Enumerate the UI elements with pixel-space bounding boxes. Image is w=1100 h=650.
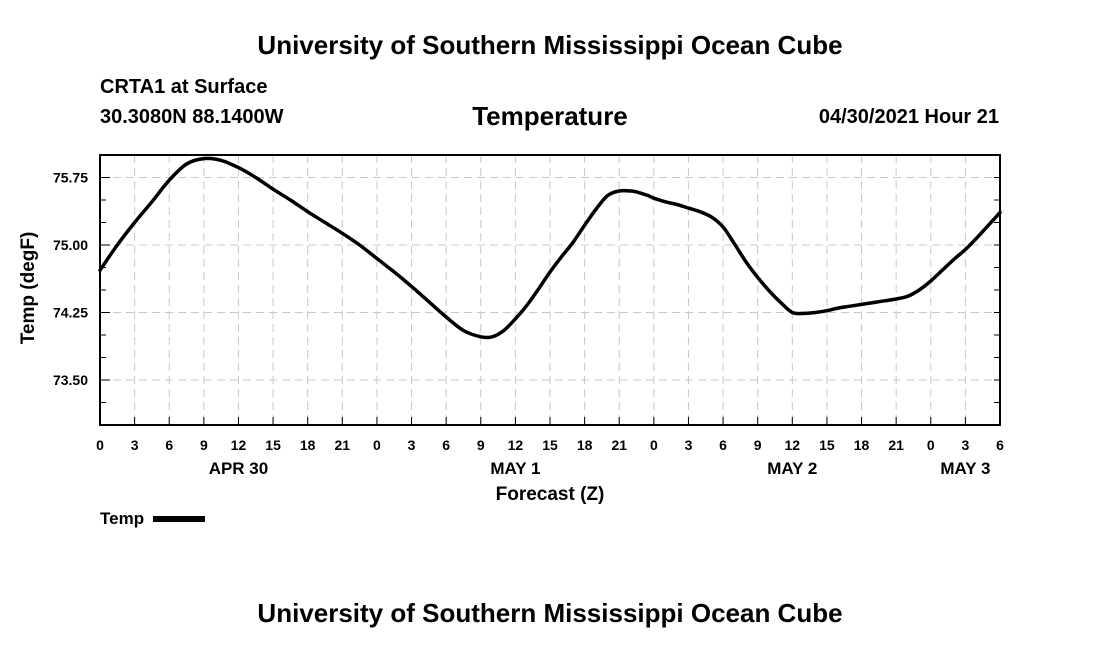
x-tick-label: 3	[131, 437, 139, 453]
y-tick-label: 74.25	[53, 305, 88, 321]
x-tick-label: 0	[96, 437, 104, 453]
x-tick-label: 6	[165, 437, 173, 453]
x-tick-label: 15	[819, 437, 835, 453]
footer-title: University of Southern Mississippi Ocean…	[257, 598, 843, 628]
station-name: CRTA1 at Surface	[100, 76, 268, 98]
y-tick-label: 73.50	[53, 372, 88, 388]
x-tick-label: 21	[888, 437, 904, 453]
station-coordinates: 30.3080N 88.1400W	[100, 106, 284, 128]
x-tick-label: 0	[927, 437, 935, 453]
page-title: University of Southern Mississippi Ocean…	[257, 30, 843, 60]
x-tick-label: 18	[577, 437, 593, 453]
x-tick-label: 6	[719, 437, 727, 453]
x-axis-label: Forecast (Z)	[496, 484, 605, 505]
day-label: MAY 2	[767, 459, 817, 478]
x-tick-label: 12	[785, 437, 801, 453]
grid	[100, 155, 1000, 425]
x-tick-label: 12	[508, 437, 524, 453]
x-tick-label: 21	[611, 437, 627, 453]
chart-title: Temperature	[472, 101, 628, 131]
x-tick-label: 12	[231, 437, 247, 453]
series-layer	[98, 156, 1002, 340]
x-tick-label: 21	[335, 437, 351, 453]
y-tick-label: 75.00	[53, 237, 88, 253]
y-axis-label: Temp (degF)	[18, 232, 39, 345]
day-label: APR 30	[209, 459, 269, 478]
x-tick-label: 6	[996, 437, 1004, 453]
day-label: MAY 3	[940, 459, 990, 478]
x-tick-label: 6	[442, 437, 450, 453]
x-tick-label: 15	[265, 437, 281, 453]
legend-line-swatch	[153, 516, 206, 522]
x-tick-label: 3	[408, 437, 416, 453]
x-tick-label: 15	[542, 437, 558, 453]
x-tick-label: 0	[373, 437, 381, 453]
x-tick-label: 0	[650, 437, 658, 453]
day-label: MAY 1	[490, 459, 540, 478]
x-tick-label: 18	[300, 437, 316, 453]
y-tick-label: 75.75	[53, 170, 88, 186]
x-tick-label: 18	[854, 437, 870, 453]
x-tick-label: 9	[200, 437, 208, 453]
series-line-temp	[98, 156, 1002, 340]
forecast-datetime: 04/30/2021 Hour 21	[818, 106, 999, 128]
plot-frame	[99, 154, 1001, 426]
x-tick-label: 3	[685, 437, 693, 453]
legend: Temp	[100, 509, 206, 529]
tick-labels: 0 3 6 9 12 15 18 21 0 3 6 9 12 15 18 21 0 3 6 9 12 15 18 21 0 3 6 7…	[53, 170, 1004, 479]
legend-label: Temp	[100, 509, 145, 528]
x-tick-label: 3	[961, 437, 969, 453]
x-tick-label: 9	[754, 437, 762, 453]
x-tick-label: 9	[477, 437, 485, 453]
